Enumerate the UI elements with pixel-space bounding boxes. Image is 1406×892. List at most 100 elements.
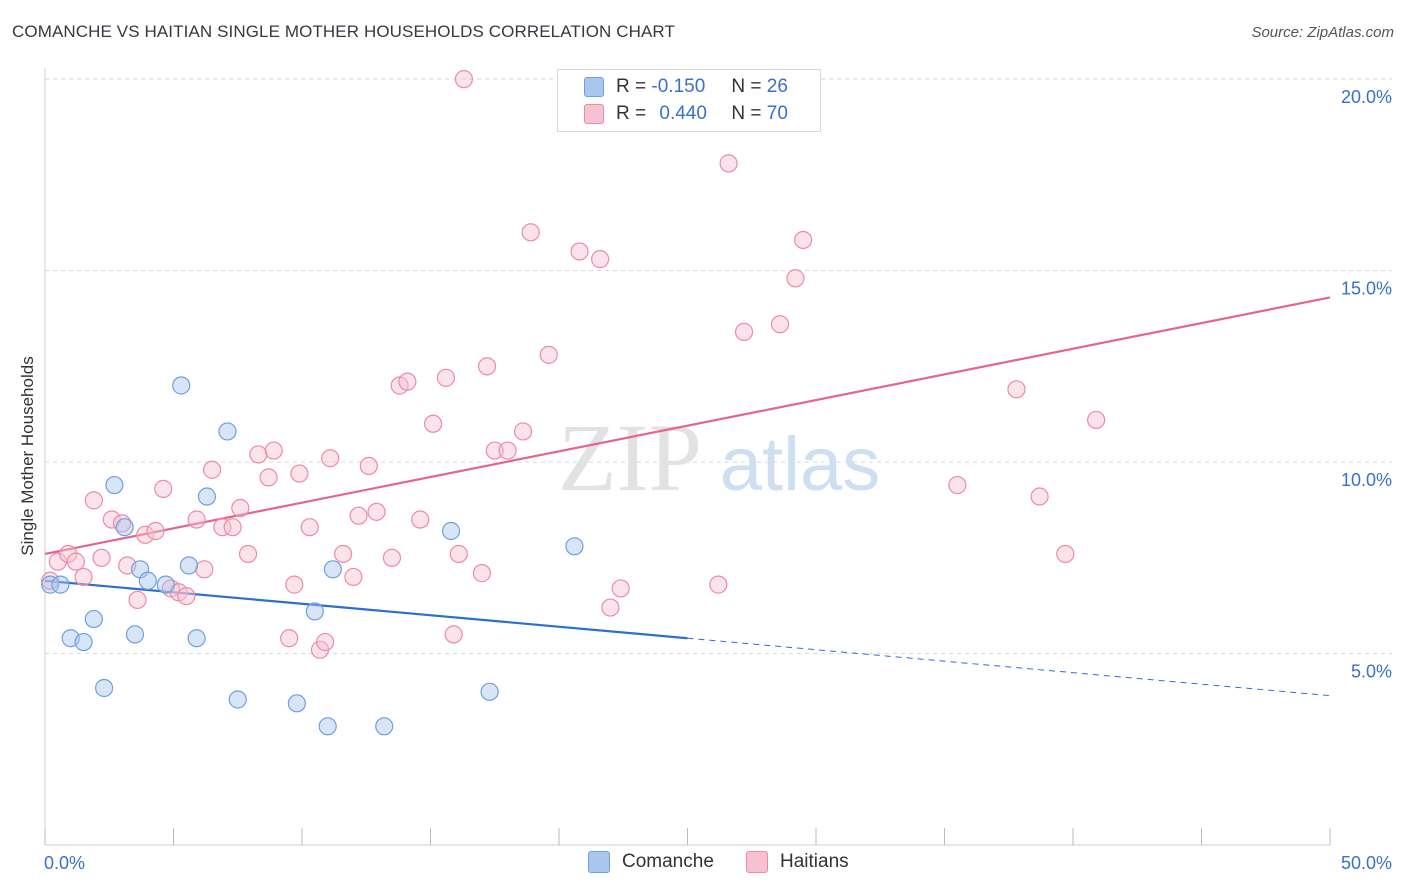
haitians-point: [1007, 380, 1026, 399]
haitians-point: [146, 521, 165, 541]
haitians-point: [611, 579, 630, 598]
haitians-point: [570, 242, 589, 261]
comanche-point: [74, 632, 93, 652]
haitians-point: [231, 498, 250, 518]
haitians-point: [794, 230, 813, 250]
haitians-point: [223, 518, 242, 537]
comanche-point: [565, 537, 584, 556]
haitians-point: [436, 368, 456, 387]
haitians-point: [300, 518, 319, 537]
y-tick-label: 10.0%: [1341, 470, 1392, 490]
haitians-point: [786, 269, 805, 288]
legend-r-label: R =: [616, 103, 647, 124]
haitians-point: [213, 518, 232, 537]
haitians-point: [92, 548, 111, 567]
comanche-legend-label: Comanche: [622, 851, 714, 872]
haitians-point: [1056, 544, 1075, 564]
haitians-point: [349, 506, 368, 525]
comanche-point: [228, 690, 247, 709]
comanche-swatch: [584, 77, 604, 97]
comanche-point: [41, 575, 60, 594]
haitians-legend-label: Haitians: [780, 851, 849, 872]
trend-lines: [44, 296, 1331, 697]
haitians-point: [498, 441, 517, 460]
haitians-point: [734, 322, 754, 341]
grid-lines: [45, 78, 1392, 655]
haitians-point: [411, 510, 430, 529]
bottom-legend-comanche: Comanche: [588, 851, 714, 873]
haitians-point: [1030, 487, 1049, 506]
watermark-atlas: atlas: [720, 422, 881, 507]
legend-r-value: 0.440: [659, 103, 707, 124]
comanche-trend-line: [44, 579, 688, 640]
haitians-point: [382, 548, 402, 567]
comanche-swatch: [588, 851, 610, 873]
axes: [44, 68, 1331, 846]
y-tick-label: 15.0%: [1341, 279, 1392, 299]
y-tick-label: 20.0%: [1341, 87, 1392, 107]
source-label: Source: ZipAtlas.com: [1251, 24, 1394, 41]
comanche-point: [84, 609, 103, 629]
haitians-point: [238, 544, 258, 564]
haitians-point: [154, 479, 173, 498]
comanche-point: [179, 556, 199, 575]
haitians-point: [344, 567, 363, 587]
y-axis-label: Single Mother Households: [18, 356, 37, 555]
legend-n-label: N =: [731, 103, 762, 124]
legend-row-comanche: R = -0.150 N = 26: [584, 75, 788, 99]
haitians-point: [367, 502, 386, 521]
haitians-point: [290, 464, 309, 483]
comanche-point: [287, 694, 306, 713]
haitians-point: [177, 586, 196, 606]
haitians-point: [84, 491, 103, 510]
haitians-point: [359, 456, 378, 476]
comanche-point: [480, 682, 499, 701]
haitians-point: [521, 223, 540, 242]
comanche-point: [172, 376, 191, 395]
haitians-point: [285, 575, 304, 594]
tick-labels: 5.0% 10.0% 15.0% 20.0% 0.0% 50.0%: [44, 87, 1392, 873]
haitians-swatch: [746, 851, 768, 873]
legend-n-value: 70: [766, 103, 788, 124]
haitians-point: [316, 632, 335, 652]
x-tick-label: 0.0%: [44, 853, 85, 873]
comanche-point: [197, 487, 217, 506]
haitians-point: [444, 625, 463, 644]
comanche-point: [218, 422, 237, 441]
haitians-point: [136, 525, 155, 544]
haitians-point: [601, 598, 620, 617]
series-haitians: [41, 70, 1106, 659]
comanche-point: [95, 678, 114, 698]
haitians-point: [41, 571, 60, 590]
legend-n-value: 26: [766, 76, 788, 97]
comanche-point: [305, 602, 324, 621]
comanche-point: [323, 560, 342, 579]
comanche-point: [318, 717, 337, 736]
haitians-point: [472, 564, 491, 583]
comanche-point: [51, 575, 70, 594]
comanche-point: [156, 575, 175, 594]
haitians-point: [770, 315, 790, 334]
haitians-point: [264, 441, 283, 460]
bottom-legend-haitians: Haitians: [746, 851, 849, 873]
comanche-trend-extension: [687, 637, 1331, 697]
haitians-point: [48, 552, 67, 571]
haitians-point: [539, 345, 558, 364]
haitians-point: [59, 544, 78, 564]
haitians-point: [128, 590, 147, 610]
haitians-point: [202, 460, 222, 479]
haitians-point: [454, 70, 474, 89]
comanche-point: [375, 717, 394, 736]
haitians-point: [423, 414, 443, 433]
haitians-point: [485, 441, 504, 460]
haitians-swatch: [584, 104, 604, 124]
watermark-zip: ZIP: [558, 404, 702, 511]
haitians-point: [249, 445, 268, 464]
comanche-point: [187, 629, 206, 648]
haitians-point: [66, 552, 85, 571]
haitians-point: [591, 250, 610, 269]
haitians-trend-line: [44, 296, 1331, 556]
haitians-point: [709, 575, 728, 594]
legend-row-haitians: R = 0.440 N = 70: [584, 102, 788, 126]
haitians-point: [719, 154, 738, 173]
